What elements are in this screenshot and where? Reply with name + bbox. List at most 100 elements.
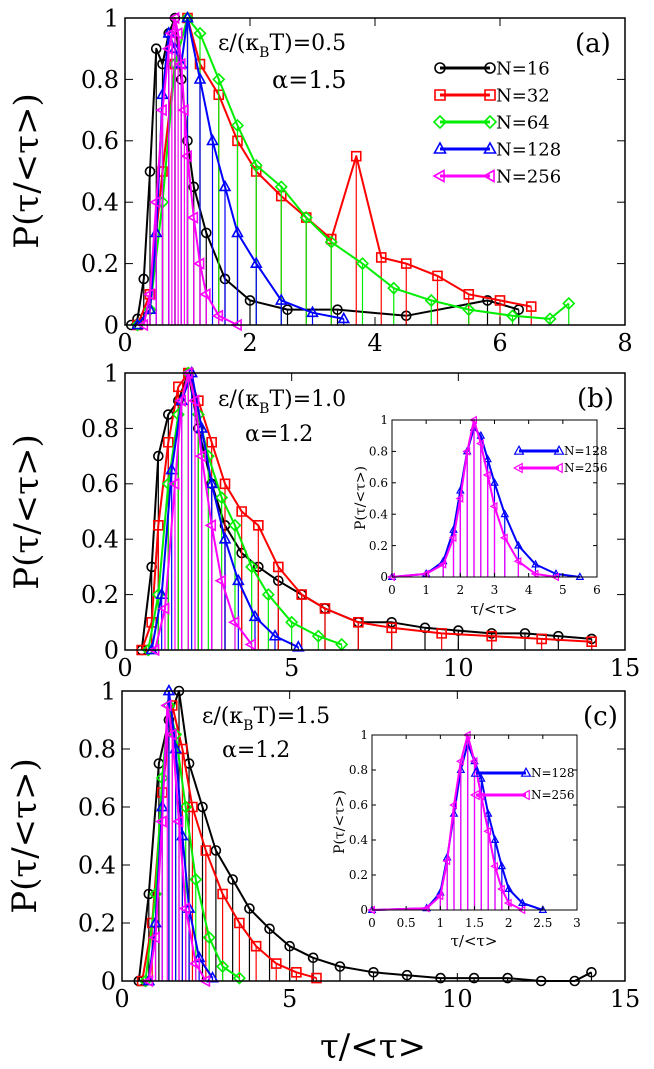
- panel-a-series-n32-point: [213, 89, 225, 101]
- panel-c-series-n64-point: [189, 872, 203, 887]
- panel-b-inset-series-n128-point: [500, 509, 510, 518]
- panel-c-inset-ytick-label: 1: [360, 728, 368, 742]
- panel-c-series-n256-point: [165, 728, 177, 741]
- panel-c-inset-series-n128-point: [490, 835, 500, 843]
- panel-a-legend-n256-marker-start: [432, 169, 445, 183]
- panel-c-inset-xtick-label: 3: [573, 916, 581, 930]
- panel-b-series-n256-point: [204, 519, 217, 532]
- panel-a-series-n32-point: [400, 258, 412, 269]
- panel-c-inset-series-n128-point: [483, 808, 493, 817]
- panel-a-legend-n32-marker-start: [434, 89, 446, 101]
- panel-b-series-n32-point: [136, 644, 147, 656]
- panel-b-inset: 0 1 2 3 4 5 6 0 0.2 0.4 0.6 0.8 1 P(τ/<τ>) τ/<τ> N=1…: [353, 413, 607, 618]
- panel-a-series-n256-point: [211, 309, 224, 323]
- panel-a-ytick-label: 0: [104, 311, 119, 339]
- panel-b-series-n32-point: [386, 622, 397, 634]
- panel-c-inset: 0 0.5 1 1.5 2 2.5 3 0 0.2 0.4 0.6 0.8 1 P(τ/<τ>) τ/<…: [332, 728, 581, 950]
- panel-a-xtick-label: 8: [617, 329, 632, 357]
- panel-b-inset-series-n256-point: [489, 502, 498, 511]
- panel-b-inset-legend-n256-marker-start: [512, 462, 523, 474]
- panel-a-series-n16-point: [200, 227, 212, 239]
- panel-c-inset-xtick-label: 2: [505, 916, 513, 930]
- panel-c-series-n16-point: [210, 845, 222, 856]
- panel-c-annotation-epsilon-tail: T)=1.5: [253, 704, 330, 729]
- panel-a-legend-n16-marker-start: [434, 62, 446, 74]
- panel-b-inset-ylabel: P(τ/<τ>): [353, 466, 369, 530]
- panel-b-annotation-epsilon: ε/(κBT)=1.0: [218, 387, 346, 417]
- panel-c-xtick-label: 0: [114, 985, 129, 1013]
- panel-c-inset-xtick-label: 0: [368, 916, 376, 930]
- panel-c-annotation-epsilon-sub: B: [243, 718, 253, 734]
- panel-a-series: [125, 10, 576, 332]
- panel-b-xtick-label: 10: [443, 654, 474, 682]
- panel-b-annotation-epsilon-head: ε/(κ: [218, 387, 259, 412]
- panel-a-legend-n64-marker-start: [432, 114, 448, 130]
- panel-b-series-n128-point: [248, 609, 262, 622]
- panel-a-xtick-label: 4: [367, 329, 382, 357]
- panel-a-series-n16-point: [138, 273, 150, 285]
- panel-b-ytick-label: 0.4: [81, 526, 119, 554]
- panel-a-series-n16-point: [188, 181, 200, 193]
- panel-a-series-n64-point: [355, 257, 370, 271]
- panel-b-inset-ytick-label: 0.6: [369, 476, 388, 490]
- panel-c-series-n16-point: [435, 972, 446, 984]
- panel-c-xtick-label: 15: [610, 985, 641, 1013]
- panel-b-ytick-label: 1: [104, 359, 119, 387]
- panel-b-series-n256-point: [167, 477, 180, 491]
- panel-b-inset-series-n256-point: [455, 494, 464, 503]
- panel-a-series-n128-point: [218, 179, 232, 192]
- panel-c-inset-series-n256-point: [469, 756, 478, 766]
- panel-a-label: (a): [575, 29, 611, 59]
- panel-c-inset-legend-n256-marker-end: [519, 789, 530, 801]
- panel-a-series-n256-point: [155, 103, 167, 117]
- panel-c-series-n32-point: [234, 917, 245, 929]
- panel-b-series-n32-point: [586, 636, 597, 647]
- panel-b-series-n32-point: [319, 603, 331, 614]
- panel-c-ytick-label: 0: [101, 967, 116, 995]
- panel-b-series-n32-point: [536, 633, 547, 645]
- panel-c-series-n16-point: [502, 972, 513, 984]
- panel-a-series-n256-point: [199, 287, 211, 301]
- panel-c-series-n16-point: [468, 972, 480, 984]
- panel-c-series-n16-point: [227, 874, 238, 885]
- panel-a-annotation-epsilon: ε/(κBT)=0.5: [218, 31, 346, 61]
- panel-a-legend-n256-marker-end: [482, 169, 495, 183]
- panel-a-series-n256-point: [171, 27, 183, 40]
- panel-c-frame: [121, 690, 626, 982]
- panel-a-series-n128-point: [206, 133, 219, 146]
- panel-b-series-n256-point: [174, 394, 187, 408]
- panel-c-series-n32-point: [200, 845, 212, 856]
- figure-xlabel: τ/<τ>: [320, 1027, 426, 1067]
- panel-b-inset-legend-n256-label: N=256: [564, 461, 607, 475]
- panel-a-legend-n128-label: N=128: [496, 139, 561, 160]
- panel-c-inset-ytick-label: 0: [360, 903, 368, 917]
- panel-a-legend-n32-label: N=32: [496, 85, 550, 106]
- panel-b-inset-series-n256-point: [448, 533, 457, 543]
- panel-c-series-n256-point: [155, 815, 167, 828]
- panel-a-series-n64-point: [424, 293, 438, 307]
- panel-a-series-n64-point: [324, 235, 338, 249]
- panel-b-series-n64-point: [228, 518, 242, 532]
- panel-c-xtick-label: 5: [282, 985, 297, 1013]
- panel-c-inset-ytick-label: 0.4: [349, 833, 368, 847]
- panel-b-inset-series-n256-point: [438, 560, 447, 569]
- panel-a-ytick-label: 0.8: [81, 66, 119, 94]
- panel-b-series-n64-line: [147, 372, 343, 651]
- panel-b-series-n32-point: [236, 506, 247, 517]
- panel-a-series-n128-point: [274, 293, 288, 305]
- panel-c-inset-xtick-label: 1: [437, 916, 445, 930]
- panel-b-inset-xtick-label: 2: [457, 583, 465, 597]
- panel-a-ytick-label: 0.4: [81, 189, 119, 217]
- panel-b-xtick-label: 15: [610, 654, 641, 682]
- panel-c-series-n32-point: [311, 972, 322, 984]
- panel-a-legend-n256-label: N=256: [496, 166, 561, 187]
- panel-b-ytick-label: 0.6: [81, 470, 119, 498]
- panel-b-inset-legend-n256-marker-end: [552, 462, 563, 474]
- panel-b-inset-legend-n128-marker-end: [553, 444, 565, 455]
- panel-b-annotation-alpha: α=1.2: [245, 422, 313, 447]
- panel-a-series-n64-point: [274, 180, 288, 194]
- panel-a-annotation-epsilon-head: ε/(κ: [218, 31, 259, 56]
- panel-c-series-n64-point: [149, 887, 163, 901]
